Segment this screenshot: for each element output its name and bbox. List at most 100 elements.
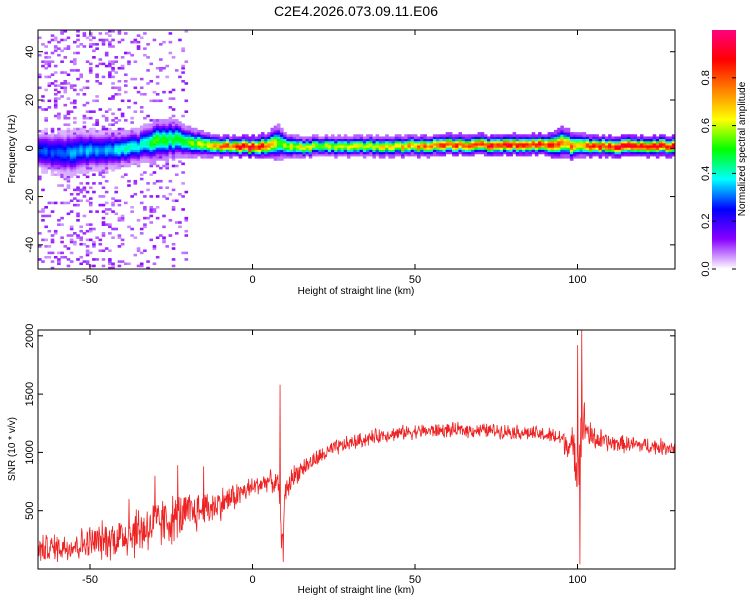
- spectrogram-cell: [225, 153, 230, 157]
- spectrogram-cell: [117, 142, 122, 146]
- spectrogram-cell: [429, 136, 434, 140]
- spectrogram-cell: [143, 132, 147, 135]
- spectrogram-cell: [598, 142, 603, 146]
- spectrogram-cell: [397, 142, 402, 146]
- spectrogram-cell: [305, 153, 310, 157]
- spectrogram-cell: [66, 136, 71, 140]
- spectrogram-cell: [146, 142, 150, 146]
- spectrogram-cell: [280, 153, 284, 157]
- spectrogram-cell: [222, 149, 227, 153]
- spectrogram-cell: [149, 138, 154, 142]
- spectrogram-cell: [38, 258, 42, 261]
- spectrogram-cell: [617, 153, 622, 157]
- spectrogram-cell: [63, 201, 68, 205]
- spectrogram-cell: [139, 227, 144, 231]
- spectrogram-cell: [101, 162, 106, 166]
- spectrogram-cell: [44, 255, 48, 259]
- spectrogram-cell: [557, 151, 561, 155]
- spectrogram-cell: [178, 129, 182, 133]
- spectrogram-cell: [184, 251, 189, 255]
- spectrogram-cell: [85, 134, 90, 137]
- spectrogram-cell: [295, 142, 300, 146]
- spectrogram-cell: [315, 142, 319, 146]
- spectrogram-cell: [503, 149, 507, 153]
- spectrogram-cell: [181, 132, 185, 135]
- spectrogram-cell: [375, 149, 380, 153]
- spectrogram-cell: [143, 225, 147, 229]
- spectrogram-cell: [483, 142, 488, 146]
- spectrogram-cell: [117, 66, 122, 70]
- spectrogram-cell: [270, 151, 275, 155]
- spectrogram-cell: [604, 138, 609, 142]
- spectrogram-cell: [108, 45, 112, 48]
- spectrogram-cell: [108, 208, 112, 211]
- spectrogram-cell: [133, 138, 138, 142]
- spectrogram-cell: [76, 199, 80, 203]
- spectrogram-cell: [493, 136, 498, 140]
- spectrogram-cell: [464, 153, 469, 157]
- spectrogram-cell: [139, 125, 144, 129]
- spectrogram-cell: [512, 134, 517, 137]
- spectrogram-cell: [190, 136, 195, 140]
- spectrogram-cell: [98, 166, 103, 170]
- spectrogram-cell: [652, 134, 657, 137]
- spectrogram-cell: [241, 147, 246, 150]
- spectrogram-cell: [69, 240, 74, 244]
- spectrogram-cell: [340, 136, 345, 140]
- spectrogram-cell: [343, 149, 348, 153]
- spectrogram-cell: [95, 210, 99, 213]
- spectrogram-cell: [200, 151, 205, 155]
- spectrogram-cell: [190, 147, 195, 150]
- spectrogram-cell: [127, 162, 131, 166]
- spectrogram-cell: [627, 140, 631, 144]
- spectrogram-cell: [76, 236, 80, 239]
- spectrogram-cell: [598, 147, 603, 150]
- spectrogram-cell: [452, 140, 456, 144]
- spectrogram-cell: [573, 138, 577, 142]
- spectrogram-cell: [608, 140, 612, 144]
- spectrogram-cell: [69, 69, 74, 72]
- spectrogram-cell: [238, 136, 243, 140]
- spectrogram-cell: [171, 123, 176, 126]
- spectrogram-cell: [66, 234, 71, 237]
- spectrogram-cell: [101, 186, 106, 190]
- spectrogram-cell: [436, 153, 440, 157]
- spectrogram-cell: [60, 60, 64, 63]
- spectrogram-cell: [47, 149, 52, 153]
- spectrogram-cell: [130, 153, 134, 157]
- spectrogram-cell: [98, 158, 103, 161]
- spectrogram-cell: [108, 64, 112, 68]
- spectrogram-cell: [429, 147, 434, 150]
- spectrogram-cell: [283, 151, 287, 155]
- spectrogram-cell: [41, 219, 45, 222]
- spectrogram-cell: [448, 151, 453, 155]
- spectrogram-cell: [155, 82, 160, 85]
- spectrogram-cell: [359, 142, 364, 146]
- spectrogram-cell: [120, 164, 125, 168]
- spectrogram-cell: [88, 110, 93, 113]
- spectrogram-cell: [57, 97, 61, 100]
- spectrogram-cell: [569, 153, 574, 157]
- spectrogram-cell: [168, 151, 173, 155]
- spectrogram-cell: [41, 214, 45, 218]
- spectrogram-cell: [436, 140, 440, 144]
- spectrogram-cell: [44, 156, 48, 159]
- spectrogram-cell: [264, 140, 268, 144]
- spectrogram-cell: [136, 156, 141, 159]
- spectrogram-cell: [178, 153, 182, 157]
- spectrogram-cell: [187, 127, 192, 131]
- spectrogram-cell: [120, 136, 125, 140]
- spectrogram-cell: [181, 64, 185, 68]
- spectrogram-cell: [248, 147, 252, 150]
- spectrogram-cell: [639, 142, 644, 146]
- spectrogram-cell: [38, 160, 42, 163]
- spectrogram-cell: [576, 140, 580, 144]
- spectrogram-cell: [490, 134, 494, 137]
- spectrogram-cell: [60, 251, 64, 255]
- spectrogram-cell: [88, 201, 93, 205]
- spectrogram-cell: [143, 142, 147, 146]
- spectrogram-cell: [289, 136, 294, 140]
- spectrogram-cell: [41, 138, 45, 142]
- spectrogram-cell: [643, 138, 647, 142]
- spectrogram-cell: [420, 140, 424, 144]
